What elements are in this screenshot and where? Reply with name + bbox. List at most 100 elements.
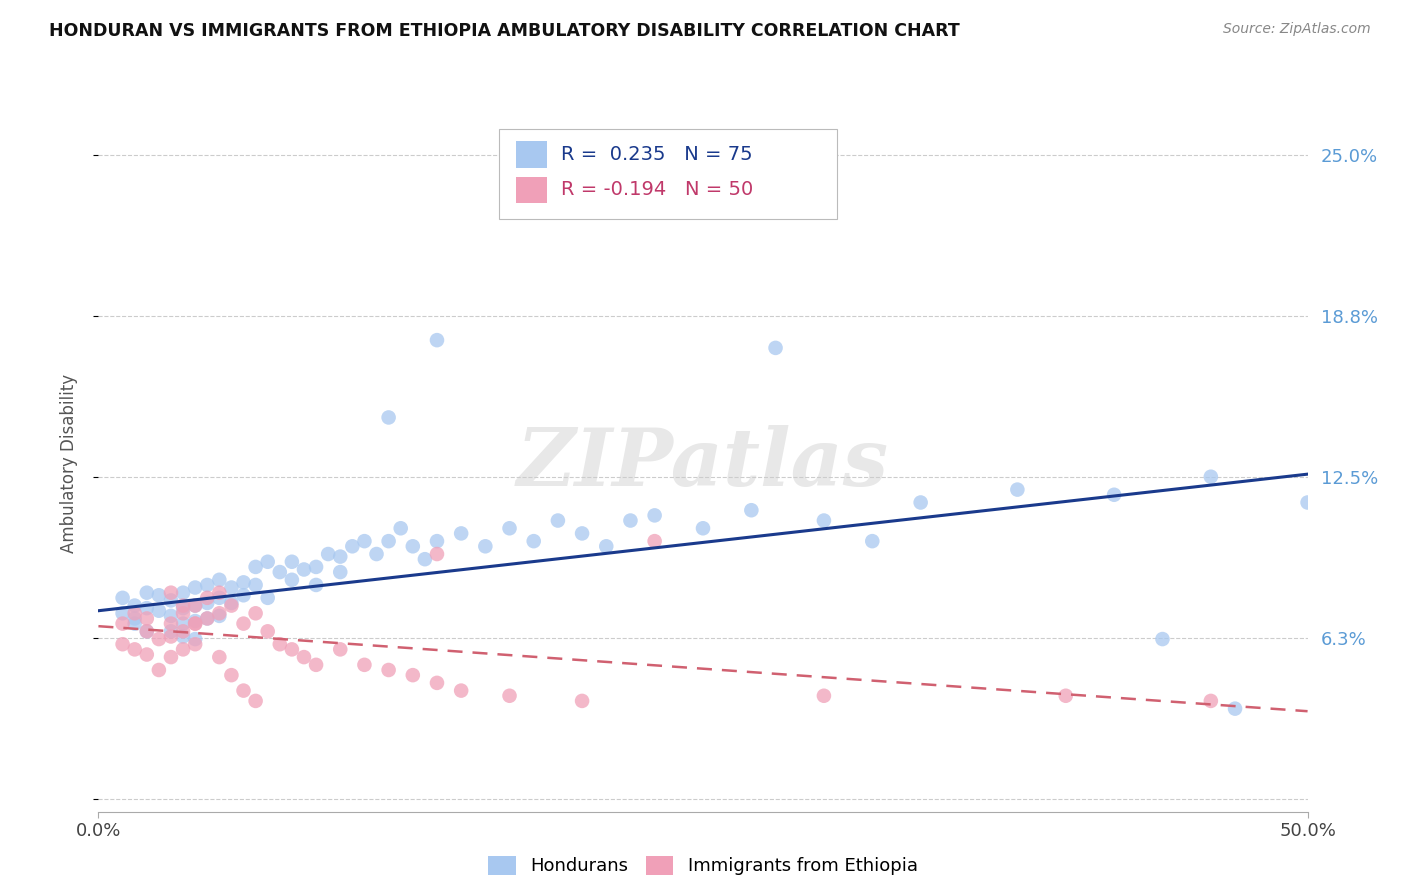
Point: [184, 637, 207, 651]
Point: [232, 575, 254, 590]
Point: [269, 565, 291, 579]
Point: [426, 676, 449, 690]
Point: [245, 607, 267, 621]
Point: [111, 607, 134, 621]
Point: [245, 694, 267, 708]
Point: [160, 616, 183, 631]
Point: [377, 410, 399, 425]
Y-axis label: Ambulatory Disability: Ambulatory Disability: [59, 375, 77, 553]
Point: [292, 650, 315, 665]
Point: [329, 565, 352, 579]
Point: [426, 547, 449, 561]
Point: [402, 539, 425, 553]
Point: [195, 596, 218, 610]
Point: [184, 616, 207, 631]
Point: [644, 508, 666, 523]
Point: [208, 608, 231, 623]
Point: [329, 642, 352, 657]
Point: [281, 642, 304, 657]
Point: [184, 632, 207, 646]
Point: [124, 611, 146, 625]
Point: [245, 578, 267, 592]
Point: [184, 616, 207, 631]
Point: [1007, 483, 1029, 497]
Point: [292, 562, 315, 576]
Point: [402, 668, 425, 682]
Point: [595, 539, 617, 553]
Point: [1223, 701, 1246, 715]
Point: [135, 585, 157, 599]
Text: Source: ZipAtlas.com: Source: ZipAtlas.com: [1223, 22, 1371, 37]
Point: [184, 614, 207, 628]
Point: [135, 648, 157, 662]
Point: [135, 611, 157, 625]
Point: [124, 607, 146, 621]
Point: [426, 333, 449, 347]
Point: [232, 588, 254, 602]
Point: [377, 534, 399, 549]
Text: HONDURAN VS IMMIGRANTS FROM ETHIOPIA AMBULATORY DISABILITY CORRELATION CHART: HONDURAN VS IMMIGRANTS FROM ETHIOPIA AMB…: [49, 22, 960, 40]
Point: [111, 616, 134, 631]
Point: [221, 599, 243, 613]
Point: [329, 549, 352, 564]
Point: [813, 689, 835, 703]
Point: [342, 539, 364, 553]
Point: [245, 560, 267, 574]
Point: [148, 663, 170, 677]
Point: [195, 591, 218, 605]
Point: [256, 624, 278, 639]
Point: [426, 534, 449, 549]
Point: [221, 596, 243, 610]
Point: [450, 683, 472, 698]
Point: [160, 593, 183, 607]
Point: [1199, 469, 1222, 483]
Point: [353, 534, 375, 549]
Point: [305, 560, 328, 574]
Point: [813, 514, 835, 528]
Point: [547, 514, 569, 528]
Point: [135, 624, 157, 639]
Point: [910, 495, 932, 509]
Point: [135, 624, 157, 639]
Point: [860, 534, 883, 549]
Text: R =  0.235   N = 75: R = 0.235 N = 75: [561, 145, 752, 164]
Point: [474, 539, 496, 553]
Point: [281, 555, 304, 569]
Point: [148, 588, 170, 602]
Point: [316, 547, 339, 561]
Point: [256, 591, 278, 605]
Point: [498, 521, 520, 535]
Point: [208, 585, 231, 599]
Point: [160, 585, 183, 599]
Point: [644, 534, 666, 549]
Point: [269, 637, 291, 651]
Point: [413, 552, 436, 566]
Point: [135, 601, 157, 615]
Point: [172, 601, 194, 615]
Point: [172, 607, 194, 621]
Point: [172, 630, 194, 644]
Point: [172, 616, 194, 631]
Point: [1102, 488, 1125, 502]
Point: [184, 599, 207, 613]
Point: [184, 581, 207, 595]
Point: [160, 630, 183, 644]
Point: [148, 604, 170, 618]
Point: [389, 521, 412, 535]
Point: [124, 616, 146, 631]
Point: [208, 607, 231, 621]
Point: [195, 611, 218, 625]
Point: [221, 581, 243, 595]
Point: [195, 611, 218, 625]
Point: [353, 657, 375, 672]
Point: [172, 599, 194, 613]
Point: [111, 637, 134, 651]
Point: [232, 616, 254, 631]
Point: [256, 555, 278, 569]
Point: [281, 573, 304, 587]
Point: [571, 526, 593, 541]
Point: [111, 591, 134, 605]
Point: [184, 599, 207, 613]
Point: [1296, 495, 1319, 509]
Point: [523, 534, 546, 549]
